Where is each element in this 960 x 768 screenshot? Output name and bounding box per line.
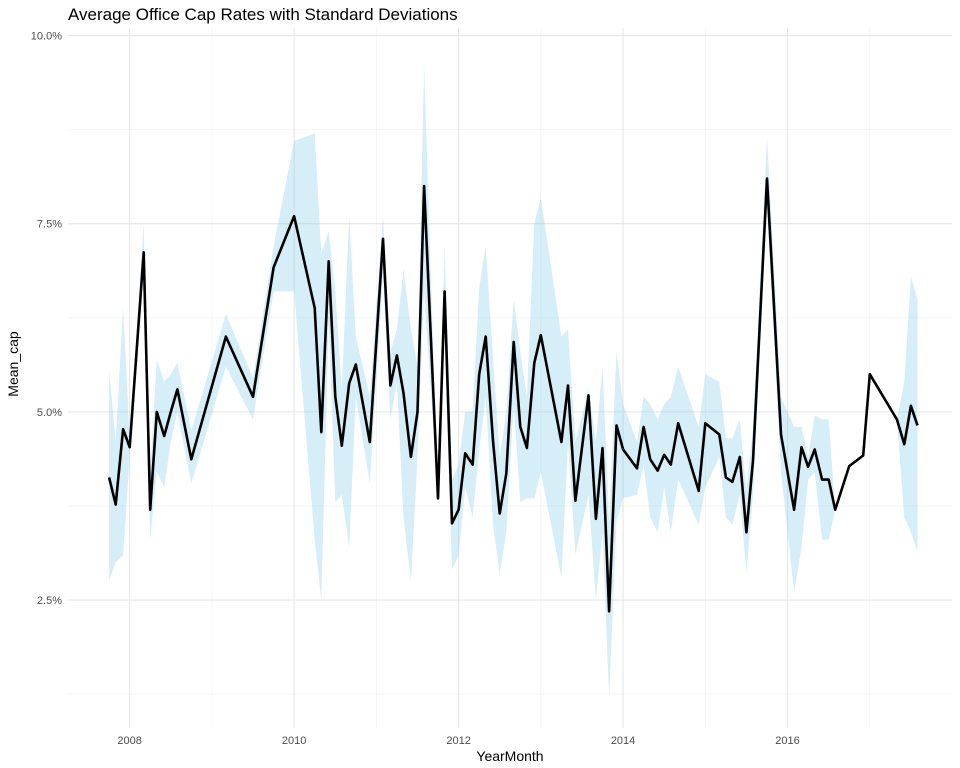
y-tick-label: 10.0% [31,31,62,43]
x-axis-title: YearMonth [476,748,543,764]
x-tick-labels: 2008 2010 2012 2014 2016 [117,735,799,747]
x-tick-label: 2014 [611,735,635,747]
y-tick-labels: 2.5% 5.0% 7.5% 10.0% [31,31,62,608]
x-tick-label: 2008 [117,735,141,747]
y-tick-label: 5.0% [37,407,62,419]
y-axis-title: Mean_cap [5,331,21,397]
x-tick-label: 2016 [775,735,799,747]
std-dev-band-layer [109,65,918,698]
y-tick-label: 2.5% [37,595,62,607]
x-tick-label: 2012 [446,735,470,747]
chart-title: Average Office Cap Rates with Standard D… [68,5,458,24]
major-gridlines [68,28,952,728]
y-tick-label: 7.5% [37,219,62,231]
std-dev-band [109,65,918,698]
mean-line-layer [107,177,919,613]
x-tick-label: 2010 [282,735,306,747]
mean-cap-line [107,177,919,613]
